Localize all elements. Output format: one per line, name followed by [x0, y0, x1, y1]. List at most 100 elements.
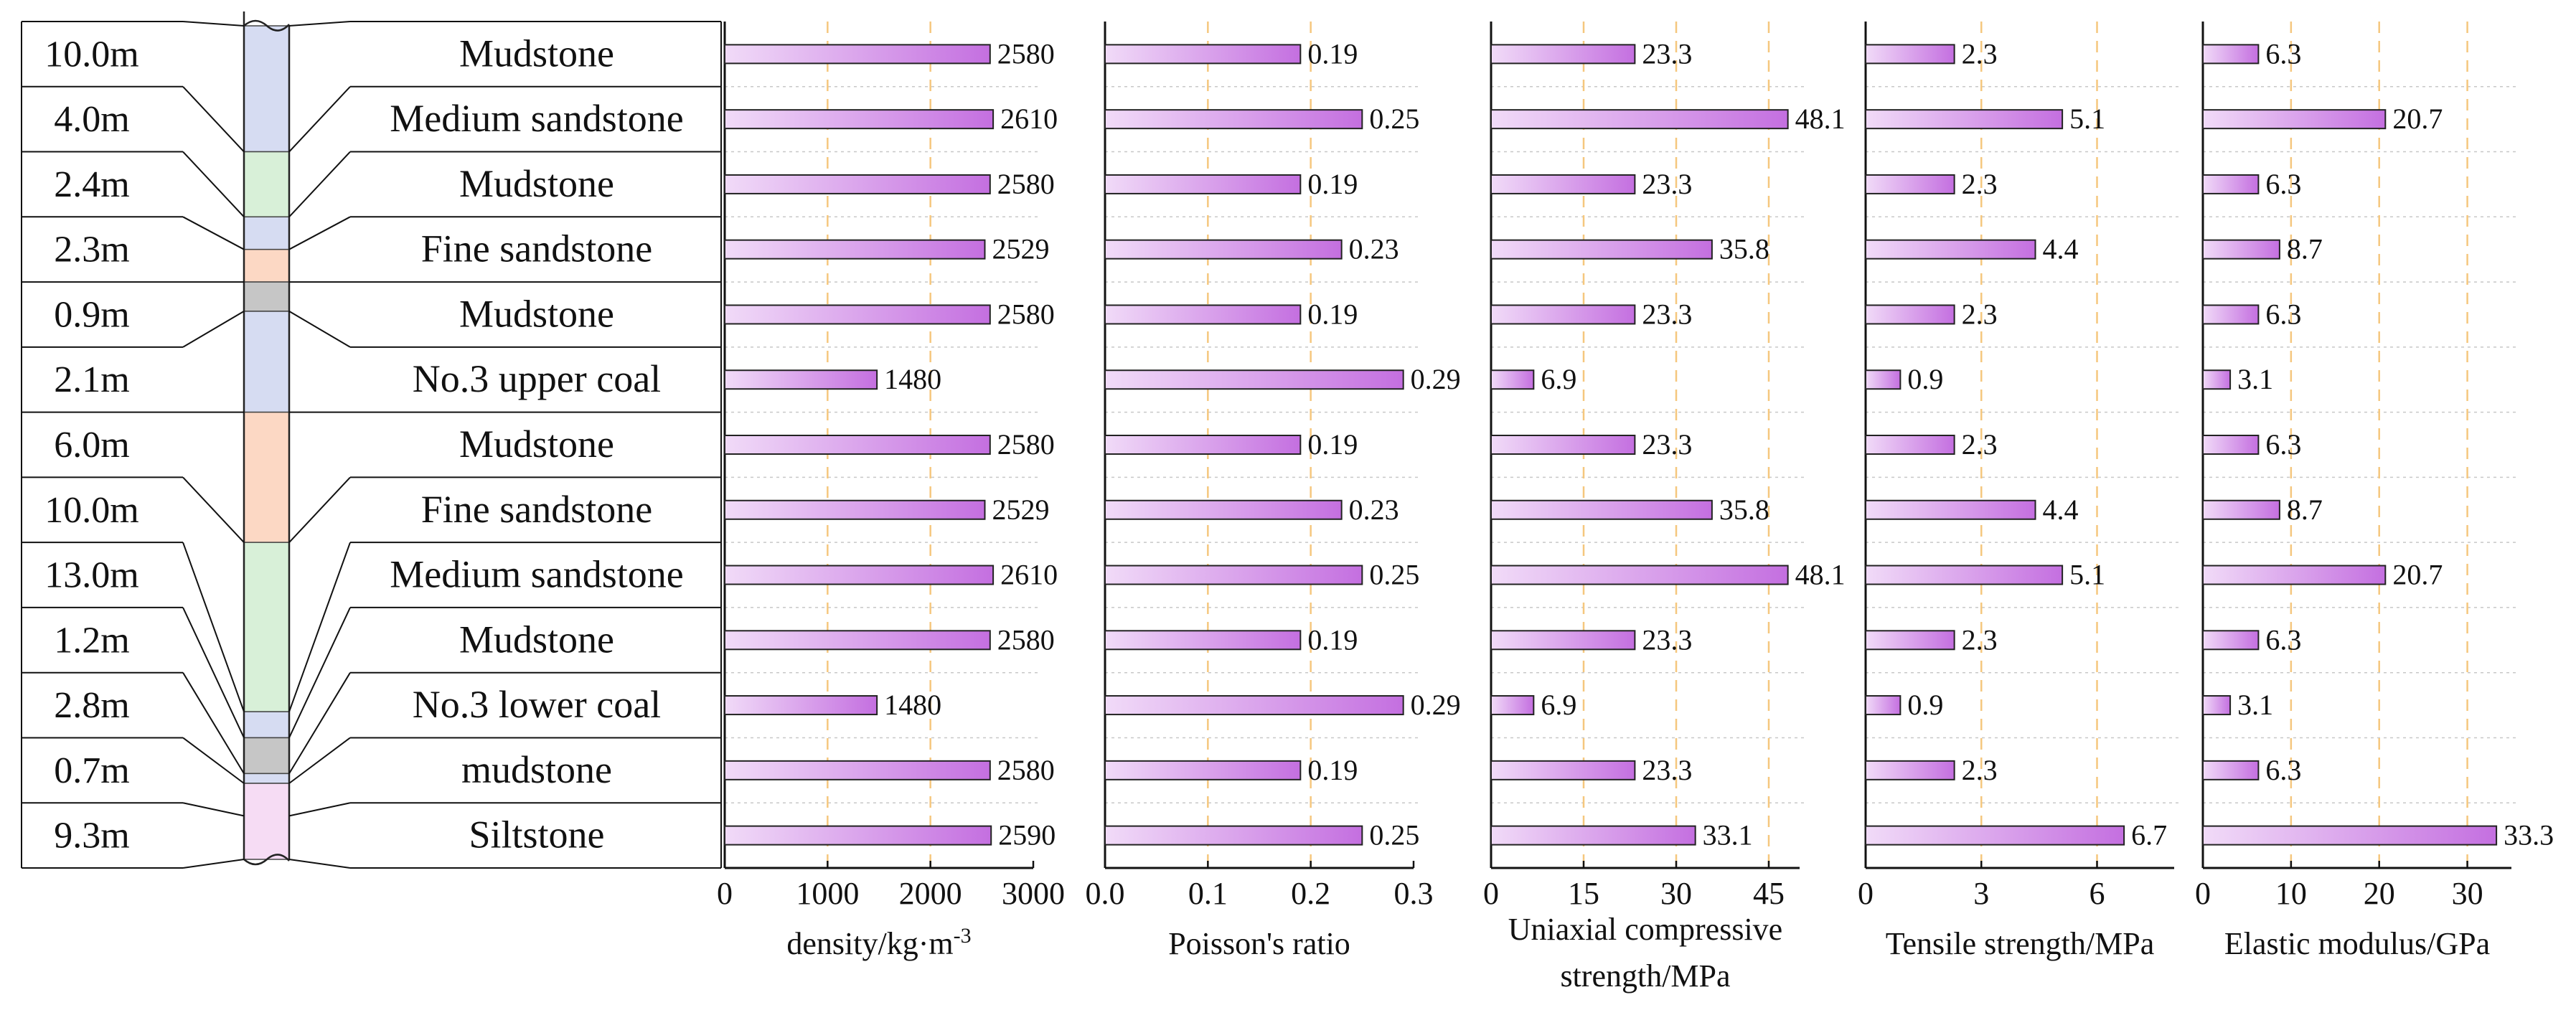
data-label: 0.29	[1411, 689, 1461, 721]
thickness-label: 1.2m	[54, 620, 129, 661]
data-label: 2.3	[1962, 37, 1998, 70]
data-label: 35.8	[1719, 233, 1769, 265]
bar-elastic	[2202, 174, 2260, 194]
panel-poisson: 0.0 0.1 0.2 0.3 0.19 0.25 0.19 0.23 0.19 0.29 0.19…	[1086, 22, 1461, 961]
thickness-label: 10.0m	[44, 490, 138, 531]
data-label: 6.7	[2131, 819, 2167, 851]
x-axis-title: Tensile strength/MPa	[1886, 926, 2155, 961]
column-break-bottom	[243, 854, 290, 866]
data-label: 6.3	[2265, 428, 2301, 461]
connector-line	[288, 737, 351, 784]
bar-ucs	[1490, 499, 1713, 520]
data-label: 23.3	[1642, 298, 1692, 330]
connector-line	[288, 151, 351, 217]
data-label: 8.7	[2287, 494, 2323, 526]
bar-tensile	[1865, 565, 2064, 585]
bar-poisson	[1104, 174, 1302, 194]
bar-ucs	[1490, 304, 1636, 325]
x-axis-title: density/kg·m-3	[786, 924, 971, 961]
bar-tensile	[1865, 695, 1902, 716]
data-label: 23.3	[1642, 623, 1692, 656]
data-label: 0.25	[1369, 819, 1419, 851]
data-label: 0.23	[1349, 494, 1399, 526]
strata-segment	[243, 411, 290, 543]
data-label: 2.3	[1962, 428, 1998, 461]
lithology-label: Medium sandstone	[390, 97, 683, 140]
data-label: 6.9	[1541, 363, 1576, 395]
bar-poisson	[1104, 499, 1343, 520]
x-tick-label: 0	[717, 876, 733, 911]
data-label: 33.3	[2504, 819, 2554, 851]
panel-ucs: 0 15 30 45 23.3 48.1 23.3 35.8 23.3 6.9 23.3 35.8 48…	[1483, 22, 1846, 994]
strata-segment	[243, 151, 290, 218]
thickness-label: 10.0m	[44, 34, 138, 75]
bar-tensile	[1865, 630, 1955, 651]
connector-line	[288, 311, 351, 348]
bar-elastic	[2202, 44, 2260, 65]
x-tick-label: 10	[2275, 876, 2307, 911]
bar-poisson	[1104, 435, 1302, 455]
bar-elastic	[2202, 435, 2260, 455]
data-label: 2580	[997, 754, 1055, 786]
connector-line	[182, 21, 245, 27]
data-label: 0.19	[1307, 298, 1358, 330]
data-label: 33.1	[1703, 819, 1753, 851]
data-label: 5.1	[2069, 559, 2105, 591]
x-tick-label: 0	[2195, 876, 2211, 911]
lithology-label: Mudstone	[459, 423, 614, 466]
bar-density	[724, 435, 991, 455]
data-label: 6.3	[2265, 754, 2301, 786]
connector-line	[182, 672, 245, 774]
connector-line	[288, 21, 351, 27]
lithology-label: Medium sandstone	[390, 553, 683, 596]
strata-column-outline	[243, 26, 291, 859]
data-label: 4.4	[2043, 233, 2079, 265]
connector-line	[182, 802, 245, 817]
thickness-label: 0.9m	[54, 294, 129, 335]
strata-segment	[243, 542, 290, 712]
bar-poisson	[1104, 369, 1404, 390]
bar-ucs	[1490, 109, 1789, 130]
strata-segment	[243, 711, 290, 739]
thickness-label: 6.0m	[54, 425, 129, 466]
bar-ucs	[1490, 630, 1636, 651]
connector-line	[288, 86, 351, 153]
stratigraphic-column-panel: 10.0m Mudstone 4.0m Medium sandstone 2.4m Mud…	[21, 11, 722, 869]
data-label: 2580	[997, 168, 1055, 200]
strata-segment	[243, 281, 290, 312]
lithology-label: No.3 lower coal	[413, 683, 661, 726]
x-tick-label: 0	[1483, 876, 1499, 911]
data-label: 2.3	[1962, 168, 1998, 200]
bar-density	[724, 760, 991, 780]
x-tick-label: 1000	[796, 876, 859, 911]
lithology-label: Fine sandstone	[421, 488, 652, 531]
bar-elastic	[2202, 304, 2260, 325]
bar-density	[724, 565, 995, 585]
connector-line	[288, 542, 351, 712]
bar-poisson	[1104, 239, 1343, 260]
bar-poisson	[1104, 44, 1302, 65]
data-label: 0.19	[1307, 428, 1358, 461]
connector-line	[182, 86, 245, 153]
data-label: 3.1	[2237, 689, 2273, 721]
data-label: 2529	[992, 494, 1049, 526]
panel-density: 0 1000 2000 3000 2580 2610 2580 2529 2580 1480 258…	[717, 22, 1065, 961]
data-label: 0.19	[1307, 37, 1358, 70]
panel-tensile: 0 3 6 2.3 5.1 2.3 4.4 2.3 0.9 2.3 4.4 5.1 2.3 0.9 2.3 6…	[1858, 22, 2181, 961]
data-label: 8.7	[2287, 233, 2323, 265]
data-label: 0.25	[1369, 559, 1419, 591]
x-tick-label: 0.1	[1188, 876, 1228, 911]
panel-elastic: 0 10 20 30 6.3 20.7 6.3 8.7 6.3 3.1 6.3 8.7 20.7 6.3 3…	[2195, 22, 2554, 961]
data-label: 6.9	[1541, 689, 1576, 721]
strata-segment	[243, 773, 290, 784]
bar-tensile	[1865, 499, 2036, 520]
data-label: 2610	[1000, 103, 1058, 135]
bar-density	[724, 499, 986, 520]
strata-segment	[243, 311, 290, 413]
bar-ucs	[1490, 565, 1789, 585]
data-label: 0.9	[1907, 363, 1943, 395]
data-label: 2.3	[1962, 754, 1998, 786]
connector-line	[288, 216, 351, 250]
strata-segment	[243, 783, 290, 860]
lithology-label: Mudstone	[459, 32, 614, 75]
